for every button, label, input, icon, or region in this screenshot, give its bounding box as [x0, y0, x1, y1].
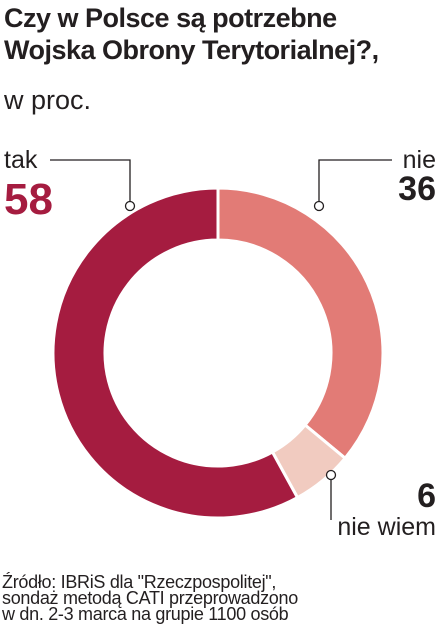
- slice-tak: [51, 186, 300, 520]
- leader-line-tak: [50, 159, 131, 206]
- chart-title: Czy w Polsce są potrzebne Wojska Obrony …: [4, 2, 436, 66]
- value-tak: 58: [4, 175, 53, 224]
- label-nie: nie: [403, 146, 436, 174]
- value-nie: 36: [398, 170, 436, 208]
- leader-dot-nie-wiem: [325, 469, 337, 481]
- label-nie-wiem: nie wiem: [337, 513, 436, 541]
- slice-nie: [216, 186, 385, 461]
- chart-subtitle: w proc.: [4, 85, 92, 115]
- leader-dot-nie: [313, 200, 325, 212]
- leader-dot-tak: [124, 200, 136, 212]
- chart-title-line1: Czy w Polsce są potrzebne: [4, 3, 337, 33]
- label-tak: tak: [4, 146, 38, 174]
- source-line2: sondaż metodą CATI przeprowadzono: [2, 588, 298, 608]
- leader-line-nie: [318, 159, 392, 206]
- chart-title-line2: Wojska Obrony Terytorialnej?,: [4, 35, 379, 65]
- value-nie-wiem: 6: [417, 477, 436, 515]
- source-line3: w dn. 2-3 marca na grupie 1100 osób: [2, 604, 289, 624]
- source-line1: Źródło: IBRiS dla "Rzeczpospolitej",: [2, 572, 277, 592]
- source-note: Źródło: IBRiS dla "Rzeczpospolitej", son…: [2, 572, 298, 624]
